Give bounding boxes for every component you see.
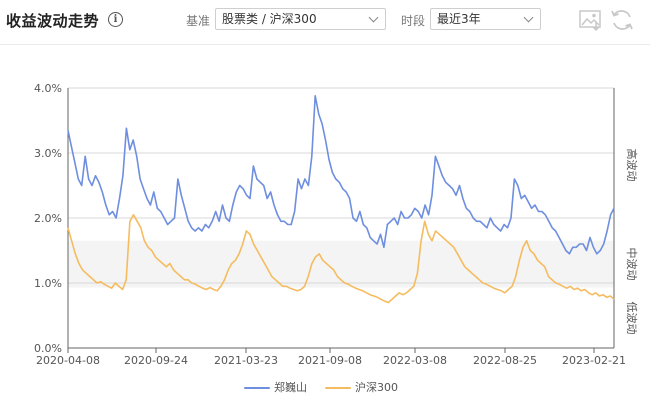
series-line-1 [67,214,615,304]
period-select[interactable]: 最近3年 [430,8,541,30]
legend-label: 沪深300 [355,381,398,394]
header-divider [0,44,650,45]
y-tick-label: 0.0% [34,342,62,355]
x-tick-label: 2022-08-25 [473,354,537,367]
period-label: 时段 [401,14,426,28]
y-tick-label: 3.0% [34,147,62,160]
benchmark-select[interactable]: 股票类 / 沪深300 [215,8,386,30]
info-icon[interactable]: i [108,12,123,27]
legend-label: 郑巍山 [274,381,307,394]
y-axis-ticks: 0.0% 1.0% 2.0% 3.0% 4.0% [34,82,62,355]
zone-label: 高波动 [625,149,639,182]
benchmark-label: 基准 [186,14,211,28]
image-icon[interactable] [578,8,604,32]
x-tick-label: 2021-03-23 [214,354,278,367]
series-line-0 [67,95,615,255]
x-tick-label: 2023-02-21 [562,354,626,367]
legend: 郑巍山 沪深300 [0,380,650,396]
volatility-chart: 0.0% 1.0% 2.0% 3.0% 4.0% 2020-04-08 2020-09-2… [34,82,639,367]
series-lines [67,95,615,304]
zone-label: 低波动 [625,302,638,335]
chevron-down-icon [523,12,534,23]
zone-label: 中波动 [625,248,638,281]
y-tick-label: 4.0% [34,82,62,95]
period-select-value: 最近3年 [437,12,481,26]
legend-swatch [325,387,351,389]
benchmark-select-value: 股票类 / 沪深300 [222,12,317,26]
x-tick-label: 2021-09-08 [298,354,362,367]
y-tick-label: 1.0% [34,277,62,290]
x-tick-label: 2020-09-24 [124,354,188,367]
page-title: 收益波动走势 [6,12,100,30]
grid-lines [67,87,615,349]
y-tick-label: 2.0% [34,212,62,225]
refresh-icon[interactable] [608,8,636,32]
legend-swatch [244,387,270,389]
header: 收益波动走势 i 基准 股票类 / 沪深300 时段 最近3年 [0,0,650,42]
x-axis-ticks: 2020-04-08 2020-09-24 2021-03-23 2021-09-08… [36,348,626,367]
chevron-down-icon [368,12,379,23]
x-tick-label: 2022-03-08 [383,354,447,367]
x-tick-label: 2020-04-08 [36,354,100,367]
